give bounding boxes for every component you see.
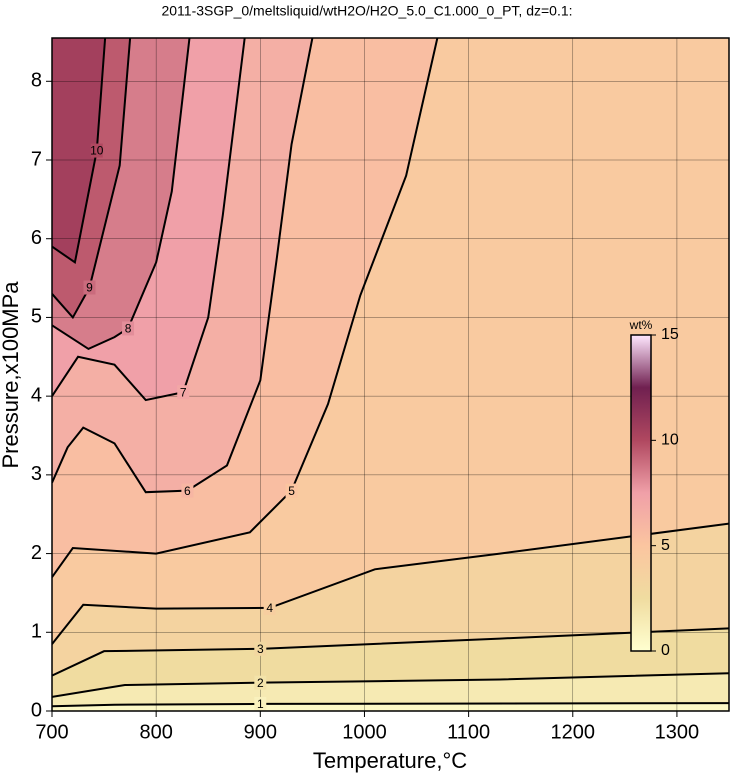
x-tick-label: 700: [35, 721, 68, 743]
contour-label-bg: [122, 321, 135, 336]
colorbar-tick-label: 5: [661, 537, 670, 554]
y-tick-label: 5: [31, 306, 42, 328]
y-tick-label: 0: [31, 699, 42, 721]
contour-label-bg: [254, 641, 267, 656]
y-tick-label: 7: [31, 148, 42, 170]
colorbar-tick-label: 10: [661, 432, 679, 449]
contour-label: 2: [257, 676, 264, 690]
contour-label-bg: [83, 280, 96, 295]
x-tick-label: 1300: [655, 721, 700, 743]
x-axis-label: Temperature,°C: [313, 748, 467, 773]
y-tick-label: 3: [31, 463, 42, 485]
y-tick-label: 1: [31, 621, 42, 643]
y-tick-label: 4: [31, 384, 42, 406]
contour-label: 8: [125, 322, 132, 336]
contour-label: 3: [257, 642, 264, 656]
x-tick-label: 800: [139, 721, 172, 743]
contour-label-bg: [254, 696, 267, 711]
y-tick-label: 6: [31, 227, 42, 249]
contour-line: [52, 38, 107, 265]
x-tick-label: 1200: [551, 721, 596, 743]
colorbar-label: wt%: [629, 318, 653, 332]
y-tick-label: 8: [31, 70, 42, 92]
contour-line: [52, 702, 729, 708]
contour-label-bg: [254, 675, 267, 690]
contour-label: 1: [257, 697, 264, 711]
contour-label-bg: [263, 600, 276, 615]
plot-frame: [51, 37, 730, 712]
colorbar-tick-label: 0: [661, 642, 670, 659]
contour-label-bg: [177, 385, 190, 400]
x-tick-label: 1100: [447, 721, 490, 743]
contour-label-bg: [285, 483, 298, 498]
contour-label: 6: [184, 484, 191, 498]
contour-label: 7: [180, 385, 187, 399]
contour-label-bg: [90, 143, 103, 158]
colorbar: [630, 334, 652, 652]
y-tick-label: 2: [31, 542, 42, 564]
y-axis-label: Pressure,x100MPa: [0, 281, 23, 469]
x-tick-label: 1000: [342, 721, 387, 743]
x-tick-label: 900: [244, 721, 277, 743]
contour-label: 4: [266, 601, 273, 615]
contour-label: 10: [90, 144, 104, 158]
contour-label: 5: [288, 484, 295, 498]
contour-line: [52, 38, 246, 402]
contour-fill: [52, 38, 106, 263]
contour-label-bg: [181, 483, 194, 498]
contour-label: 9: [86, 281, 93, 295]
chart-title: 2011-3SGP_0/meltsliquid/wtH2O/H2O_5.0_C1…: [161, 3, 572, 19]
plot-area: 1 2 3 4 5 6 7 8 9 10: [52, 38, 729, 711]
colorbar-tick-label: 15: [661, 326, 679, 343]
